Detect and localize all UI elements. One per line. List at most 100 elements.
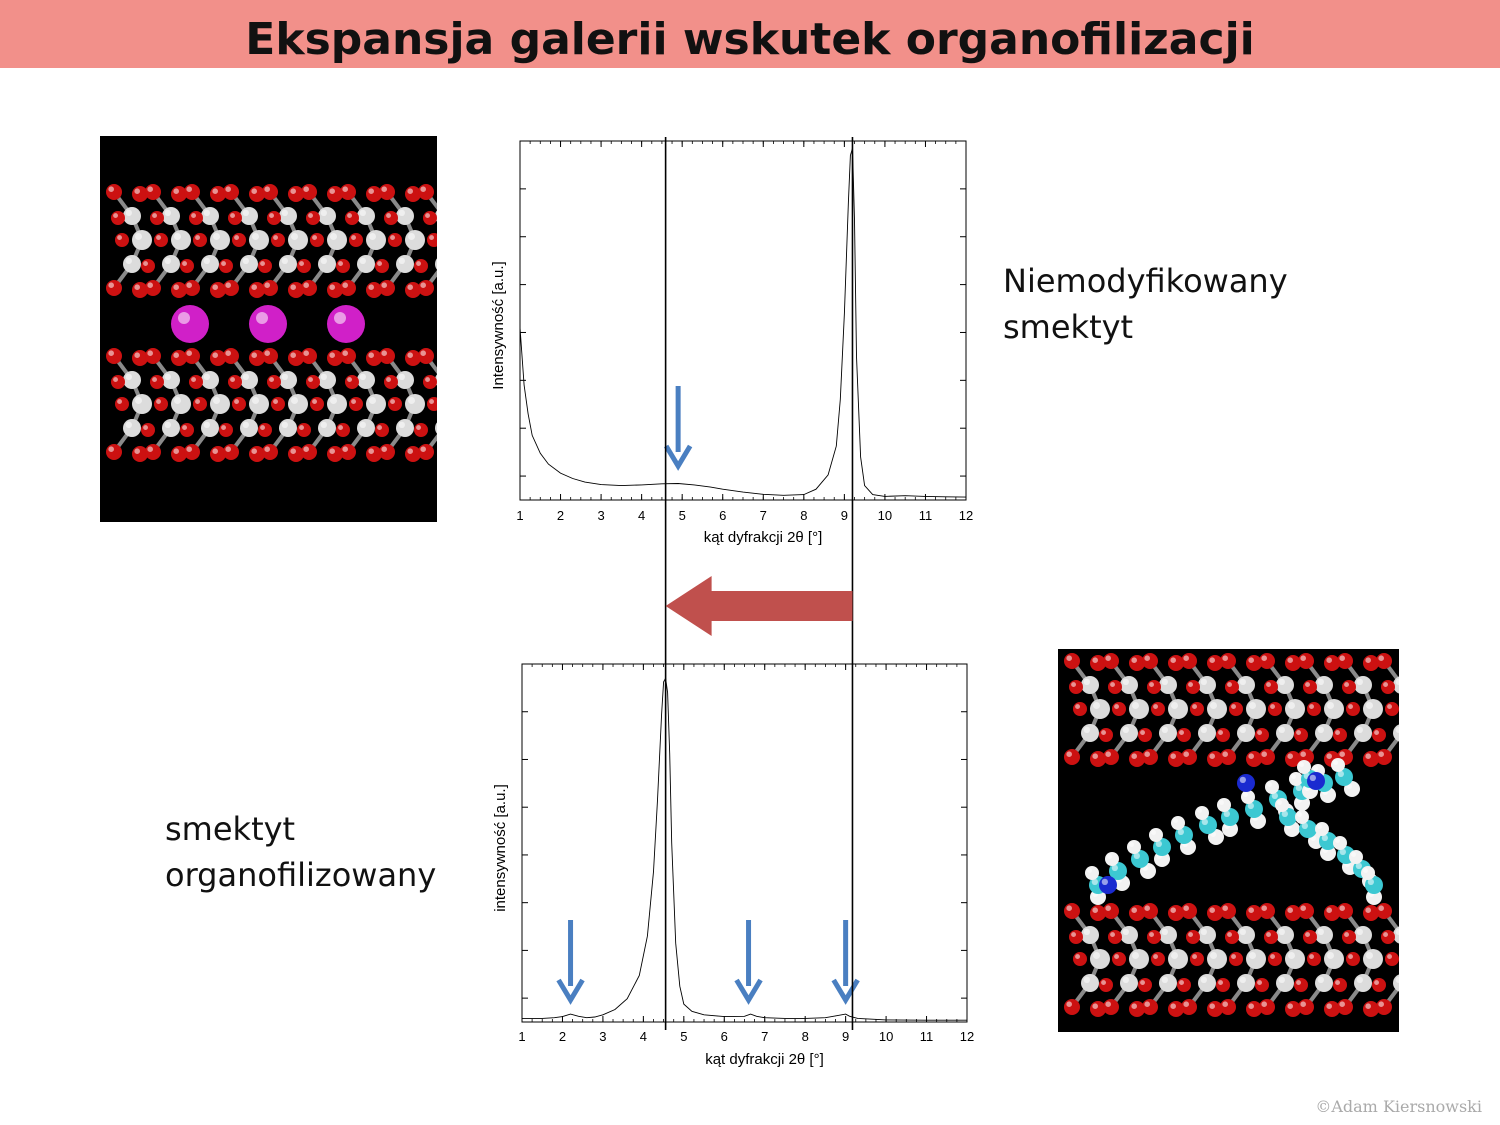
oxygen-atom bbox=[189, 375, 203, 389]
silicon-atom-highlight bbox=[1200, 726, 1207, 733]
silicon-atom bbox=[318, 371, 336, 389]
hydrogen-atom bbox=[1195, 806, 1209, 820]
peak-shift-arrow bbox=[665, 576, 853, 636]
oxygen-atom bbox=[1186, 680, 1200, 694]
x-tick-label: 7 bbox=[760, 508, 767, 523]
hydrogen-atom-highlight bbox=[1197, 808, 1202, 813]
oxygen-atom bbox=[1064, 999, 1080, 1015]
x-axis-label: kąt dyfrakcji 2θ [°] bbox=[704, 529, 823, 546]
oxygen-atom bbox=[297, 423, 311, 437]
oxygen-atom bbox=[1324, 905, 1340, 921]
oxygen-atom-highlight bbox=[1339, 655, 1345, 661]
oxygen-atom bbox=[340, 348, 356, 364]
silicon-atom-body bbox=[435, 258, 437, 270]
oxygen-atom bbox=[1333, 978, 1347, 992]
oxygen-atom-highlight bbox=[1105, 655, 1111, 661]
carbon-atom-highlight bbox=[1111, 864, 1118, 871]
oxygen-atom bbox=[1298, 653, 1314, 669]
oxygen-atom bbox=[219, 259, 233, 273]
oxygen-atom bbox=[1342, 930, 1356, 944]
oxygen-atom-highlight bbox=[1305, 682, 1310, 687]
silicon-atom-highlight bbox=[135, 397, 142, 404]
oxygen-atom-highlight bbox=[1209, 1003, 1215, 1009]
silicon-atom bbox=[1120, 724, 1138, 742]
hydrogen-atom-highlight bbox=[1313, 766, 1318, 771]
oxygen-atom bbox=[1333, 728, 1347, 742]
oxygen-atom-highlight bbox=[1387, 954, 1392, 959]
oxygen-atom-highlight bbox=[329, 284, 335, 290]
oxygen-atom bbox=[1337, 999, 1353, 1015]
oxygen-atom bbox=[1259, 653, 1275, 669]
oxygen-atom bbox=[271, 233, 285, 247]
silicon-atom-highlight bbox=[398, 373, 405, 380]
silicon-atom bbox=[1207, 949, 1227, 969]
silicon-atom-highlight bbox=[1093, 702, 1100, 709]
silicon-atom-highlight bbox=[125, 257, 132, 264]
oxygen-atom-highlight bbox=[308, 377, 313, 382]
oxygen-atom bbox=[210, 446, 226, 462]
silicon-atom bbox=[366, 230, 386, 250]
oxygen-atom bbox=[1181, 653, 1197, 669]
oxygen-atom bbox=[189, 211, 203, 225]
oxygen-atom-highlight bbox=[1261, 905, 1267, 911]
oxygen-atom bbox=[1177, 728, 1191, 742]
oxygen-atom bbox=[106, 348, 122, 364]
oxygen-atom-highlight bbox=[1222, 1001, 1228, 1007]
oxygen-atom bbox=[1186, 930, 1200, 944]
oxygen-atom bbox=[1372, 728, 1386, 742]
oxygen-atom bbox=[1346, 952, 1360, 966]
silicon-atom-highlight bbox=[281, 373, 288, 380]
oxygen-atom bbox=[1168, 1001, 1184, 1017]
oxygen-atom bbox=[171, 186, 187, 202]
oxygen-atom-highlight bbox=[407, 284, 414, 290]
x-tick-label: 10 bbox=[878, 508, 892, 523]
oxygen-atom bbox=[288, 350, 304, 366]
carbon-atom bbox=[1245, 800, 1263, 818]
silicon-atom bbox=[1315, 926, 1333, 944]
oxygen-atom bbox=[1285, 1001, 1301, 1017]
oxygen-atom-highlight bbox=[347, 377, 352, 382]
oxygen-atom bbox=[1177, 978, 1191, 992]
oxygen-atom-highlight bbox=[1114, 954, 1119, 959]
carbon-atom-highlight bbox=[1133, 852, 1140, 859]
oxygen-atom bbox=[1337, 653, 1353, 669]
silicon-atom-highlight bbox=[203, 257, 210, 264]
oxygen-atom bbox=[1346, 702, 1360, 716]
oxygen-atom bbox=[1103, 653, 1119, 669]
silicon-atom-highlight bbox=[1395, 678, 1399, 685]
oxygen-atom-highlight bbox=[1092, 657, 1098, 663]
silicon-atom-highlight bbox=[1093, 952, 1100, 959]
silicon-atom-highlight bbox=[398, 209, 405, 216]
hydrogen-atom-highlight bbox=[1277, 800, 1282, 805]
oxygen-atom-highlight bbox=[225, 186, 231, 192]
oxygen-atom bbox=[288, 186, 304, 202]
carbon-atom bbox=[1175, 826, 1193, 844]
oxygen-atom-highlight bbox=[1192, 954, 1197, 959]
hydrogen-atom-highlight bbox=[1267, 782, 1272, 787]
oxygen-atom-highlight bbox=[225, 282, 231, 288]
oxygen-atom-highlight bbox=[225, 350, 231, 356]
oxygen-atom-highlight bbox=[1105, 1001, 1111, 1007]
oxygen-atom-highlight bbox=[1257, 980, 1262, 985]
silicon-atom-highlight bbox=[1161, 678, 1168, 685]
oxygen-atom bbox=[327, 282, 343, 298]
oxygen-atom-highlight bbox=[264, 282, 270, 288]
oxygen-atom-highlight bbox=[251, 448, 257, 455]
oxygen-atom-highlight bbox=[1218, 980, 1223, 985]
oxygen-atom bbox=[1303, 930, 1317, 944]
silicon-atom bbox=[279, 255, 297, 273]
oxygen-atom-highlight bbox=[1261, 655, 1267, 661]
silicon-atom bbox=[1285, 699, 1305, 719]
hydrogen-atom-highlight bbox=[1087, 868, 1092, 873]
oxygen-atom-highlight bbox=[416, 425, 421, 430]
silicon-atom-highlight bbox=[320, 421, 327, 428]
silicon-atom-highlight bbox=[359, 257, 366, 264]
silicon-atom bbox=[1276, 974, 1294, 992]
silicon-atom bbox=[1237, 676, 1255, 694]
hydrogen-atom bbox=[1361, 866, 1375, 880]
nitrogen-atom-highlight bbox=[1239, 776, 1246, 783]
oxygen-atom bbox=[115, 233, 129, 247]
silicon-atom-highlight bbox=[174, 233, 181, 240]
oxygen-atom bbox=[223, 184, 239, 200]
oxygen-atom-highlight bbox=[329, 448, 335, 455]
